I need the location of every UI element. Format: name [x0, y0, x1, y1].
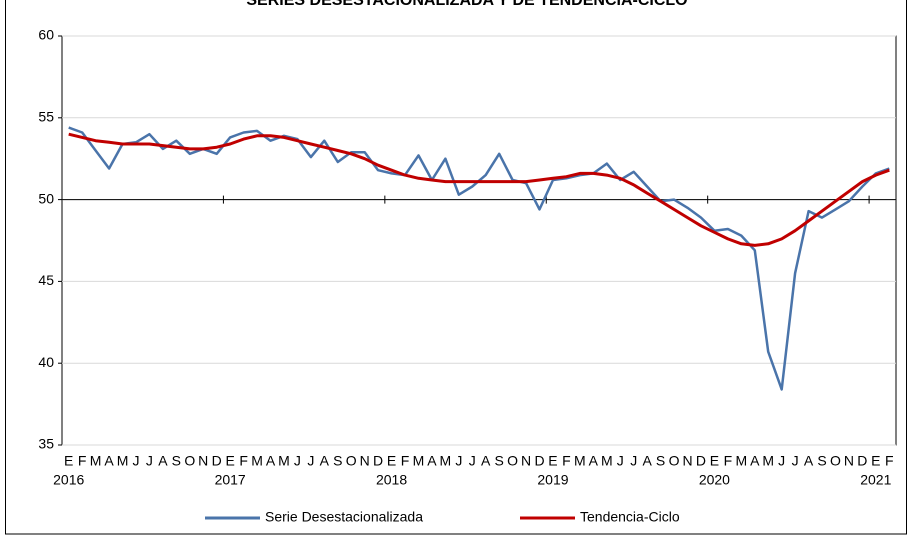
- x-tick-label: S: [495, 453, 504, 469]
- x-tick-label: D: [212, 453, 222, 469]
- x-tick-label: J: [307, 453, 314, 469]
- x-tick-label: E: [64, 453, 73, 469]
- x-tick-label: S: [656, 453, 665, 469]
- x-tick-label: D: [696, 453, 706, 469]
- x-tick-label: N: [198, 453, 208, 469]
- x-tick-label: M: [735, 453, 747, 469]
- y-tick-label: 40: [38, 354, 54, 370]
- x-tick-label: N: [844, 453, 854, 469]
- x-tick-label: J: [630, 453, 637, 469]
- x-tick-label: M: [90, 453, 102, 469]
- x-tick-label: S: [333, 453, 342, 469]
- y-tick-label: 35: [38, 436, 54, 452]
- x-tick-label: A: [427, 453, 437, 469]
- x-tick-label: A: [642, 453, 652, 469]
- x-tick-label: J: [617, 453, 624, 469]
- x-tick-label: J: [294, 453, 301, 469]
- x-tick-label: N: [360, 453, 370, 469]
- year-label: 2016: [53, 472, 84, 488]
- chart-border: [5, 0, 907, 535]
- x-tick-label: A: [158, 453, 168, 469]
- x-tick-label: M: [251, 453, 263, 469]
- x-tick-label: E: [387, 453, 396, 469]
- x-tick-label: M: [117, 453, 129, 469]
- series-line: [68, 126, 890, 391]
- year-label: 2021: [860, 472, 891, 488]
- x-tick-label: J: [455, 453, 462, 469]
- x-tick-label: D: [857, 453, 867, 469]
- x-tick-label: E: [710, 453, 719, 469]
- x-tick-label: A: [266, 453, 276, 469]
- y-tick-label: 45: [38, 272, 54, 288]
- x-tick-label: N: [682, 453, 692, 469]
- x-tick-label: S: [172, 453, 181, 469]
- x-tick-label: D: [534, 453, 544, 469]
- x-tick-label: A: [320, 453, 330, 469]
- x-tick-label: O: [669, 453, 680, 469]
- x-tick-label: M: [601, 453, 613, 469]
- y-tick-label: 60: [38, 27, 54, 43]
- x-tick-label: M: [762, 453, 774, 469]
- x-tick-label: E: [871, 453, 880, 469]
- x-tick-label: O: [830, 453, 841, 469]
- x-tick-label: F: [239, 453, 248, 469]
- x-tick-label: N: [521, 453, 531, 469]
- x-tick-label: A: [589, 453, 599, 469]
- legend-label: Serie Desestacionalizada: [265, 509, 423, 525]
- x-tick-label: J: [146, 453, 153, 469]
- year-label: 2018: [376, 472, 407, 488]
- x-tick-label: D: [373, 453, 383, 469]
- y-tick-label: 50: [38, 190, 54, 206]
- x-tick-label: J: [778, 453, 785, 469]
- x-tick-label: M: [278, 453, 290, 469]
- year-label: 2020: [699, 472, 730, 488]
- legend-label: Tendencia-Ciclo: [580, 509, 680, 525]
- x-tick-label: J: [469, 453, 476, 469]
- x-tick-label: E: [225, 453, 234, 469]
- x-tick-label: F: [78, 453, 87, 469]
- x-tick-label: S: [817, 453, 826, 469]
- x-tick-label: A: [804, 453, 814, 469]
- plot-area: [61, 35, 897, 446]
- x-tick-label: E: [548, 453, 557, 469]
- x-tick-label: M: [413, 453, 425, 469]
- year-label: 2017: [215, 472, 246, 488]
- x-tick-label: F: [401, 453, 410, 469]
- chart-title: SERIES DESESTACIONALIZADA Y DE TENDENCIA…: [246, 0, 687, 9]
- x-tick-label: A: [750, 453, 760, 469]
- x-tick-label: O: [346, 453, 357, 469]
- x-tick-label: J: [792, 453, 799, 469]
- y-tick-label: 55: [38, 109, 54, 125]
- x-tick-label: A: [104, 453, 114, 469]
- x-tick-label: O: [184, 453, 195, 469]
- x-tick-label: F: [562, 453, 571, 469]
- series-line: [68, 132, 890, 247]
- x-tick-label: F: [885, 453, 894, 469]
- x-tick-label: J: [132, 453, 139, 469]
- x-tick-label: A: [481, 453, 491, 469]
- x-tick-label: M: [440, 453, 452, 469]
- x-tick-label: O: [507, 453, 518, 469]
- x-tick-label: F: [724, 453, 733, 469]
- year-label: 2019: [537, 472, 568, 488]
- x-tick-label: M: [574, 453, 586, 469]
